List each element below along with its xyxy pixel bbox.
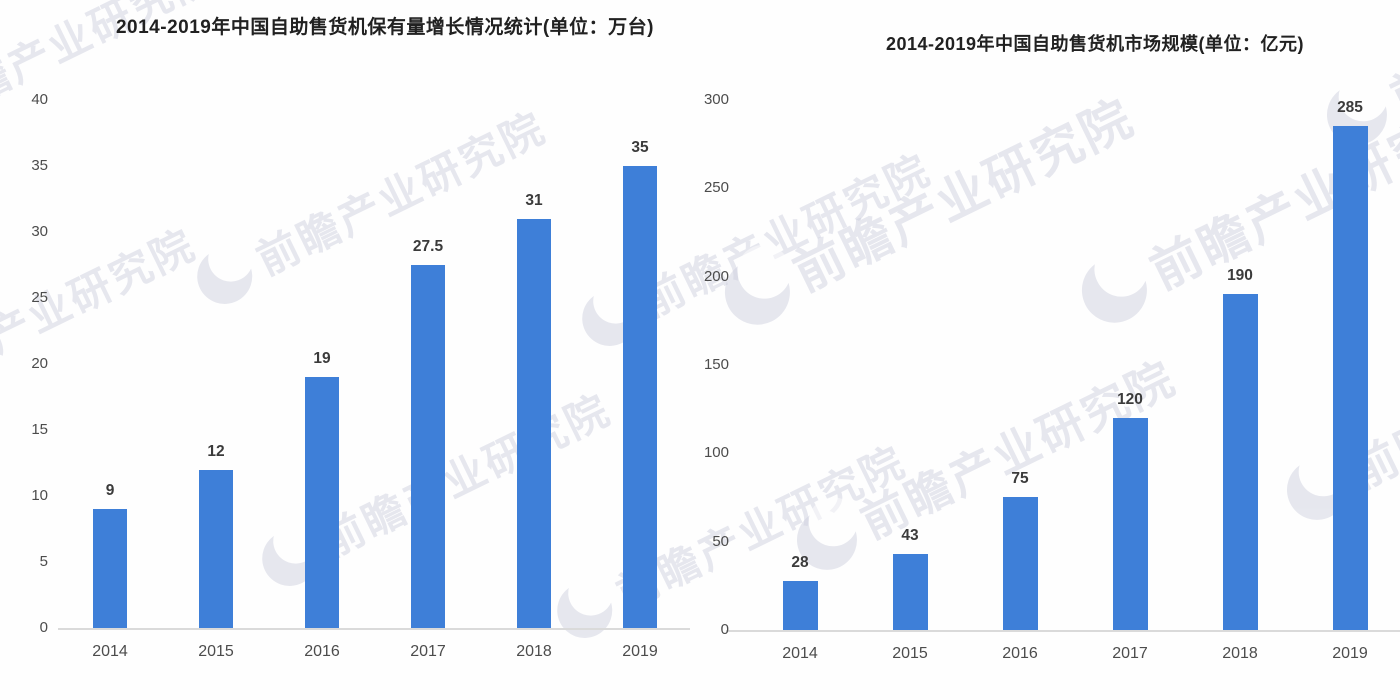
bar-2017 xyxy=(411,265,445,628)
y-tick-label: 100 xyxy=(703,444,729,462)
bar-value-label: 31 xyxy=(525,192,543,209)
x-axis-line xyxy=(726,630,1400,632)
bar-value-label: 12 xyxy=(207,443,225,460)
x-axis-label: 2019 xyxy=(1332,645,1368,662)
chart-ownership-title: 2014-2019年中国自助售货机保有量增长情况统计(单位：万台) xyxy=(115,17,655,38)
bar-2016 xyxy=(1002,497,1038,630)
x-axis-label: 2017 xyxy=(410,643,446,660)
x-axis-label: 2015 xyxy=(198,643,234,660)
x-axis-label: 2015 xyxy=(892,645,928,662)
y-tick-label: 300 xyxy=(703,91,729,108)
y-tick-label: 35 xyxy=(31,157,48,174)
y-tick-label: 150 xyxy=(703,356,729,373)
x-axis-label: 2014 xyxy=(782,645,818,662)
bar-value-label: 285 xyxy=(1337,99,1363,116)
x-axis-label: 2016 xyxy=(1002,645,1038,662)
y-tick-label: 0 xyxy=(39,619,48,636)
x-axis-label: 2019 xyxy=(622,643,658,660)
x-axis-label: 2017 xyxy=(1112,645,1148,662)
chart-market-size-title: 2014-2019年中国自助售货机市场规模(单位：亿元) xyxy=(885,34,1305,54)
y-tick-label: 50 xyxy=(712,532,729,550)
bar-2015 xyxy=(892,554,928,630)
x-axis-label: 2018 xyxy=(1222,645,1258,662)
bar-2014 xyxy=(93,509,127,628)
bar-2017 xyxy=(1112,418,1148,630)
y-tick-label: 200 xyxy=(703,267,729,285)
bar-value-label: 120 xyxy=(1117,391,1143,408)
y-tick-label: 250 xyxy=(703,179,729,197)
x-axis-line xyxy=(58,628,690,630)
y-tick-label: 20 xyxy=(31,355,48,372)
x-axis-label: 2014 xyxy=(92,643,128,660)
bar-value-label: 190 xyxy=(1227,267,1253,284)
y-tick-label: 5 xyxy=(39,553,48,570)
bar-2018 xyxy=(517,219,551,628)
bar-value-label: 19 xyxy=(313,350,331,367)
bar-2016 xyxy=(305,377,339,628)
bar-2015 xyxy=(199,470,233,628)
y-tick-label: 0 xyxy=(720,621,729,638)
x-axis-label: 2016 xyxy=(304,643,340,660)
y-tick-label: 15 xyxy=(31,421,48,438)
bar-2019 xyxy=(1332,126,1368,630)
bar-value-label: 28 xyxy=(791,554,809,571)
y-tick-label: 40 xyxy=(31,91,48,108)
y-tick-label: 30 xyxy=(31,223,48,240)
bar-value-label: 35 xyxy=(631,139,649,156)
y-tick-label: 25 xyxy=(31,289,48,306)
bar-value-label: 27.5 xyxy=(412,238,444,255)
bar-value-label: 43 xyxy=(901,527,919,544)
bar-2019 xyxy=(623,166,657,628)
bar-value-label: 9 xyxy=(105,482,115,499)
bar-2018 xyxy=(1222,294,1258,630)
bar-2014 xyxy=(782,581,818,630)
x-axis-label: 2018 xyxy=(516,643,552,660)
y-tick-label: 10 xyxy=(31,487,48,504)
bar-value-label: 75 xyxy=(1011,470,1029,487)
